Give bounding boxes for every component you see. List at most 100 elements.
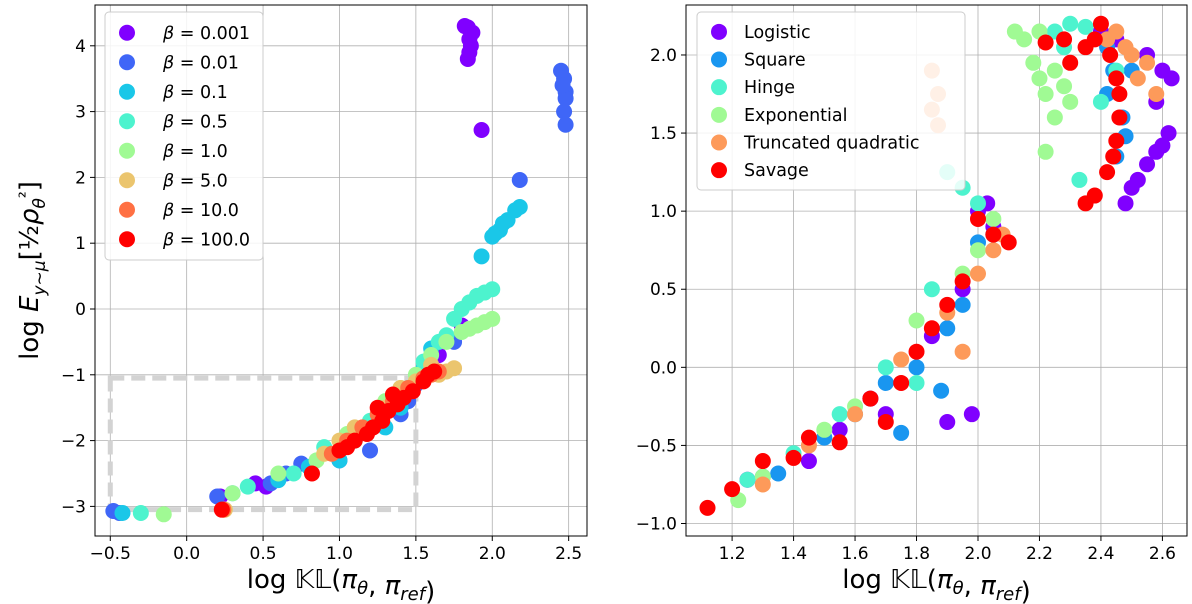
legend-marker — [711, 162, 727, 179]
data-point — [459, 50, 476, 67]
data-point — [209, 488, 226, 505]
data-point — [557, 116, 574, 133]
data-point — [1108, 132, 1125, 149]
data-point — [893, 351, 910, 368]
data-point — [557, 90, 574, 107]
data-point — [1046, 109, 1063, 126]
data-point — [415, 373, 432, 390]
data-point — [1102, 46, 1119, 63]
data-point — [963, 406, 980, 423]
x-tick-label: −0.5 — [90, 544, 131, 564]
x-tick-label: 1.6 — [842, 544, 869, 564]
data-point — [362, 442, 379, 459]
data-point — [739, 471, 756, 488]
data-point — [862, 390, 879, 407]
data-point — [1077, 18, 1094, 35]
data-point — [358, 426, 375, 443]
legend-marker — [119, 231, 135, 248]
data-point — [877, 359, 894, 376]
y-axis-label: log Ey∼μ[½ρθ²] — [15, 181, 50, 360]
data-point — [969, 210, 986, 227]
series-3 — [739, 15, 1125, 488]
data-point — [1037, 34, 1054, 51]
axes-frame — [94, 4, 588, 537]
data-point — [511, 199, 528, 216]
data-point — [1108, 70, 1125, 87]
x-tick-label: 2.6 — [1149, 544, 1176, 564]
legend-marker — [119, 113, 135, 130]
series-5 — [155, 310, 501, 523]
y-tick-label: 1.0 — [650, 202, 677, 222]
data-point — [132, 504, 149, 521]
data-point — [816, 421, 833, 438]
data-point — [556, 103, 573, 120]
data-point — [303, 465, 320, 482]
legend-label: β = 100.0 — [162, 230, 250, 250]
legend-label: β = 5.0 — [162, 171, 228, 191]
data-point — [1123, 46, 1140, 63]
data-point — [554, 77, 571, 94]
data-point — [285, 465, 302, 482]
legend-label: β = 0.001 — [162, 24, 250, 44]
data-point — [699, 499, 716, 516]
data-point — [1000, 234, 1017, 251]
data-point — [800, 429, 817, 446]
data-point — [1092, 15, 1109, 32]
data-point — [384, 386, 401, 403]
data-point — [446, 310, 463, 327]
data-point — [831, 421, 848, 438]
data-point — [954, 343, 971, 360]
legend-marker — [119, 142, 135, 159]
data-point — [484, 281, 501, 298]
data-point — [1046, 62, 1063, 79]
data-point — [1062, 15, 1079, 32]
data-point — [933, 382, 950, 399]
y-tick-label: 0.0 — [650, 358, 677, 378]
data-point — [770, 465, 787, 482]
data-point — [969, 242, 986, 259]
x-tick-label: 1.0 — [326, 544, 353, 564]
data-point — [969, 265, 986, 282]
data-point — [1092, 93, 1109, 110]
y-tick-label: 2.0 — [650, 46, 677, 66]
data-point — [1139, 54, 1156, 71]
legend-marker — [711, 23, 727, 40]
data-point — [985, 210, 1002, 227]
x-axis-label: log 𝕂𝕃(πθ, πref) — [247, 565, 435, 604]
data-point — [473, 122, 490, 139]
x-tick-label: 1.8 — [903, 544, 930, 564]
x-tick-label: 2.4 — [1087, 544, 1114, 564]
data-point — [939, 296, 956, 313]
y-tick-label: 2 — [75, 168, 86, 188]
data-point — [511, 172, 528, 189]
data-point — [908, 312, 925, 329]
y-tick-label: 0.5 — [650, 280, 677, 300]
data-point — [800, 453, 817, 470]
data-point — [1056, 78, 1073, 95]
y-tick-label: 0 — [75, 300, 86, 320]
legend-marker — [119, 83, 135, 100]
x-tick-label: 2.5 — [555, 544, 582, 564]
data-point — [473, 248, 490, 265]
y-tick-label: 1 — [75, 234, 86, 254]
x-tick-label: 1.2 — [719, 544, 746, 564]
data-point — [954, 273, 971, 290]
x-axis-label: log 𝕂𝕃(πθ, πref) — [842, 565, 1030, 604]
legend-marker — [711, 79, 727, 96]
data-point — [213, 501, 230, 518]
data-point — [426, 363, 443, 380]
data-point — [923, 281, 940, 298]
series-8 — [213, 363, 443, 518]
legend-label: Logistic — [744, 23, 811, 43]
data-point — [1163, 70, 1180, 87]
y-tick-label: 1.5 — [650, 124, 677, 144]
legend-label: Hinge — [744, 78, 795, 98]
legend-marker — [119, 24, 135, 41]
legend-marker — [119, 172, 135, 189]
chart-1: −0.5 0.0 0.5 1.0 1.5 2.0 2.5 −3 −2 −1 0 1 2 3 4 log 𝕂𝕃(… — [15, 4, 588, 604]
data-point — [494, 215, 511, 232]
x-tick-label: 2.0 — [479, 544, 506, 564]
data-point — [939, 320, 956, 337]
data-point — [155, 506, 172, 523]
data-point — [1086, 187, 1103, 204]
